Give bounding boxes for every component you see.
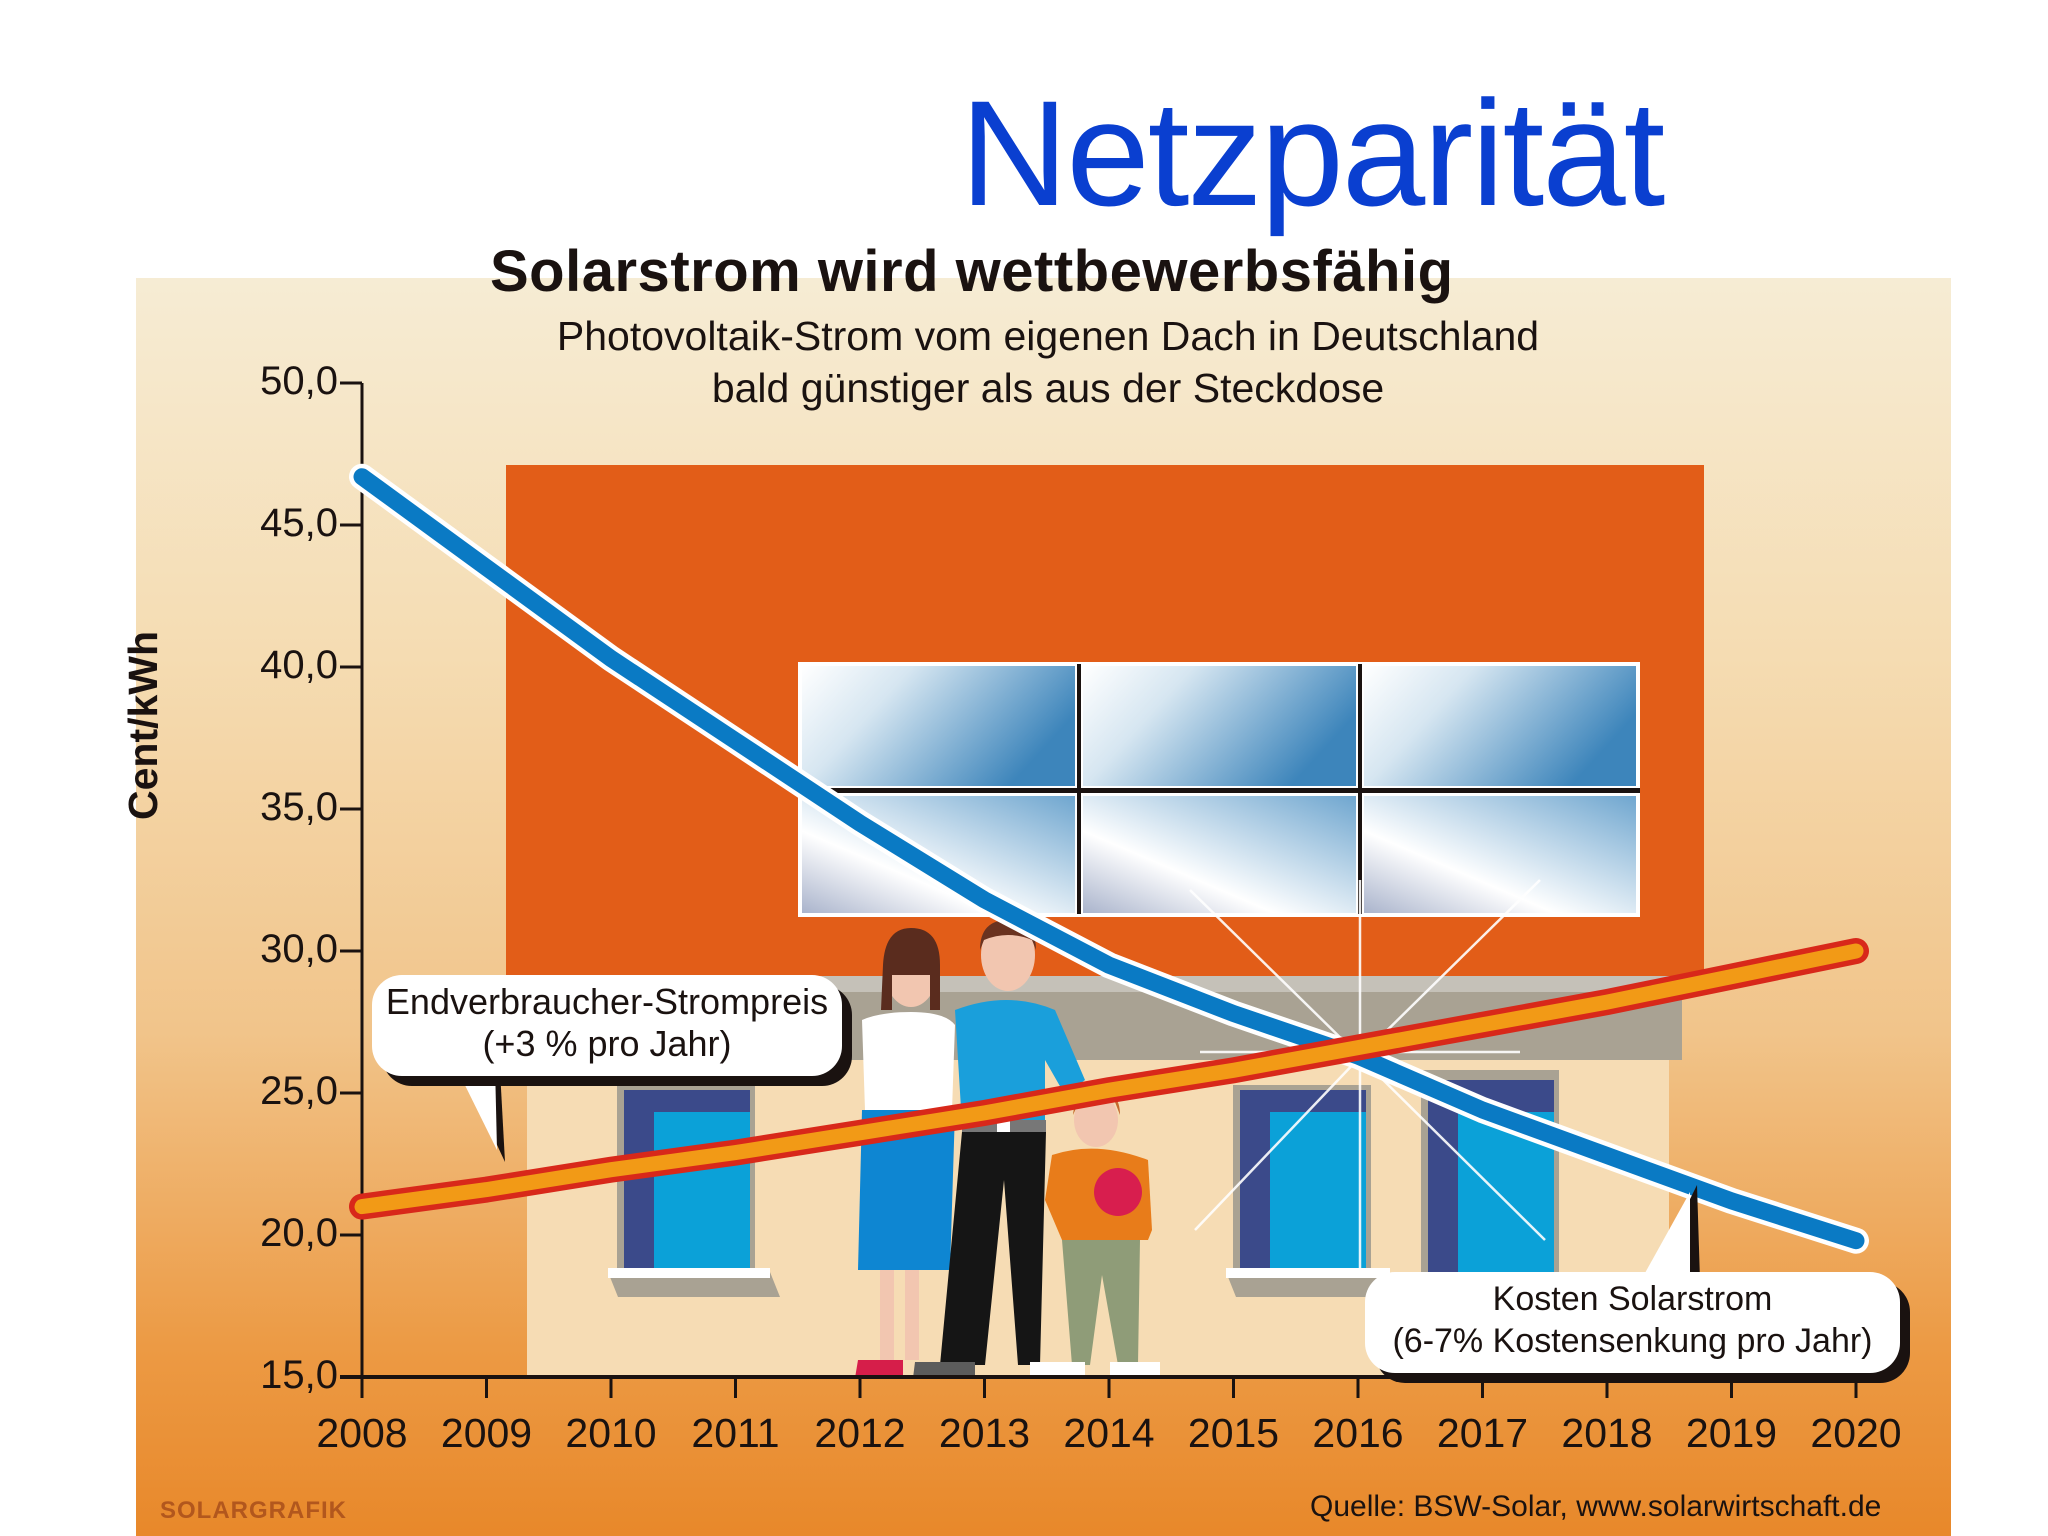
consumer-callout-pointer-fill (455, 1065, 497, 1150)
x-tick-label: 2012 (814, 1410, 906, 1456)
x-tick-label: 2019 (1685, 1410, 1778, 1456)
series-consumer-price (349, 938, 1869, 1220)
slide-title: Netzparität (960, 69, 1665, 237)
x-tick-label: 2015 (1187, 1410, 1280, 1456)
x-tick-label: 2009 (440, 1410, 533, 1456)
x-tick-label: 2014 (1063, 1410, 1155, 1456)
chart-subtitle-line2: bald günstiger als aus der Steckdose (711, 365, 1385, 411)
y-tick-label: 45,0 (260, 501, 338, 545)
x-tick-label: 2008 (316, 1410, 408, 1456)
y-tick-label: 25,0 (260, 1069, 338, 1113)
series-solar-cost (349, 463, 1869, 1254)
x-tick-label: 2011 (691, 1410, 780, 1456)
solar-cost-callout: Kosten Solarstrom (6-7% Kostensenkung pr… (1365, 1272, 1900, 1373)
sparkle-rays (1189, 879, 1546, 1270)
x-tick-label: 2020 (1810, 1410, 1902, 1456)
y-tick-label: 50,0 (260, 359, 338, 403)
x-axis-ticks (360, 1377, 1858, 1398)
solar-callout-title: Kosten Solarstrom (1492, 1280, 1773, 1318)
y-axis-label: Cent/kWh (120, 630, 166, 820)
source-credit: Quelle: BSW-Solar, www.solarwirtschaft.d… (1310, 1490, 1882, 1523)
y-tick-label: 40,0 (260, 643, 338, 687)
chart-headline: Solarstrom wird wettbewerbsfähig (490, 239, 1454, 304)
y-tick-label: 15,0 (260, 1353, 338, 1397)
family-illustration (855, 919, 1160, 1378)
x-tick-label: 2016 (1312, 1410, 1404, 1456)
y-tick-label: 35,0 (260, 785, 338, 829)
y-axis-ticks (340, 381, 362, 1379)
chart-subtitle-line1: Photovoltaik-Strom vom eigenen Dach in D… (556, 313, 1540, 359)
consumer-callout-rate: (+3 % pro Jahr) (482, 1023, 732, 1064)
solar-callout-pointer-fill (1640, 1192, 1690, 1282)
credit-solargrafik: SOLARGRAFIK (160, 1497, 347, 1524)
window-left (608, 1085, 780, 1297)
x-tick-label: 2013 (938, 1410, 1031, 1456)
x-tick-label: 2017 (1436, 1410, 1529, 1456)
y-tick-label: 30,0 (260, 927, 338, 971)
x-tick-label: 2010 (565, 1410, 657, 1456)
solar-panel (798, 662, 1640, 917)
consumer-callout-title: Endverbraucher-Strompreis (385, 981, 829, 1022)
window-middle (1226, 1085, 1398, 1297)
consumer-price-callout: Endverbraucher-Strompreis (+3 % pro Jahr… (372, 975, 842, 1076)
x-tick-label: 2018 (1561, 1410, 1653, 1456)
solar-callout-rate: (6-7% Kostensenkung pro Jahr) (1392, 1322, 1873, 1360)
y-tick-label: 20,0 (260, 1211, 338, 1255)
